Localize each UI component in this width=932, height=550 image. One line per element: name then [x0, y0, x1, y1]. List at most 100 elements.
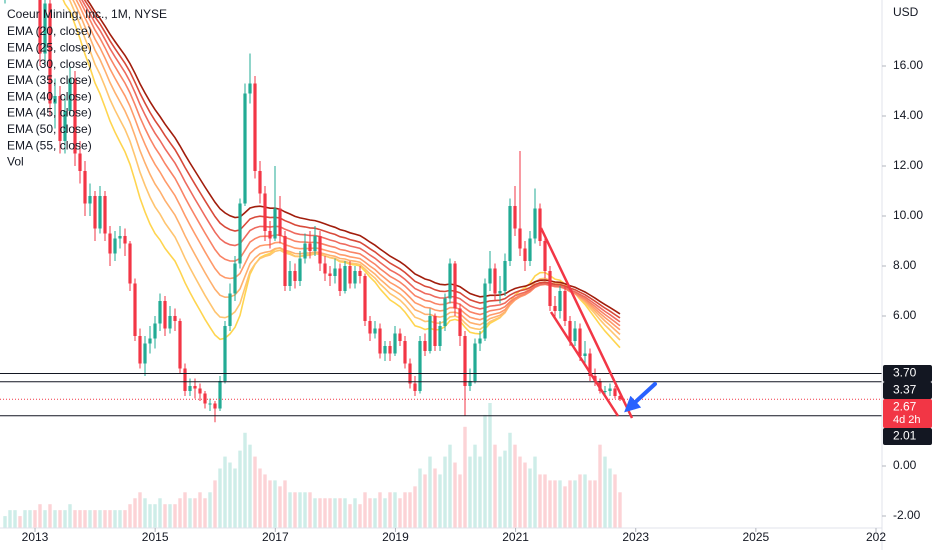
candle-body: [558, 291, 562, 311]
volume-bar: [583, 474, 587, 528]
legend-entry: EMA (45, close): [7, 106, 92, 120]
candle-body: [83, 171, 87, 204]
volume-bar: [73, 510, 77, 528]
volume-bar: [248, 444, 252, 528]
volume-bar: [353, 498, 357, 528]
volume-bar: [618, 492, 622, 528]
candle-body: [148, 338, 152, 344]
trend-line: [549, 311, 620, 417]
legend-entry: EMA (25, close): [7, 40, 92, 54]
candle-body: [613, 388, 617, 396]
candle-body: [138, 336, 142, 364]
price-label-box: [883, 428, 932, 445]
volume-bar: [568, 480, 572, 528]
y-tick-label: 14.00: [893, 108, 923, 122]
legend-entry: Vol: [7, 155, 24, 169]
volume-pane: [3, 403, 622, 528]
candle-body: [53, 96, 57, 104]
candle-body: [588, 353, 592, 376]
y-tick-label: 12.00: [893, 158, 923, 172]
volume-bar: [383, 498, 387, 528]
candle-body: [208, 403, 212, 405]
trend-line: [539, 227, 634, 419]
candle-body: [418, 341, 422, 391]
currency-label: USD: [893, 5, 919, 19]
candle-body: [243, 93, 247, 204]
volume-bar: [28, 510, 32, 528]
volume-bar: [48, 504, 52, 528]
volume-bar: [103, 510, 107, 528]
candle-body: [508, 206, 512, 261]
volume-bar: [333, 498, 337, 528]
volume-bar: [128, 504, 132, 528]
candle-body: [103, 196, 107, 234]
candle-body: [153, 323, 157, 339]
volume-bar: [238, 450, 242, 528]
ema-line: [81, 0, 621, 323]
volume-bar: [183, 492, 187, 528]
y-tick-label: 6.00: [893, 308, 917, 322]
volume-bar: [503, 450, 507, 528]
volume-bar: [328, 498, 332, 528]
volume-bar: [498, 456, 502, 528]
ema-line: [86, 0, 621, 315]
volume-bar: [523, 462, 527, 528]
volume-bar: [163, 504, 167, 528]
volume-bar: [198, 492, 202, 528]
candle-body: [353, 271, 357, 284]
volume-bar: [83, 510, 87, 528]
ema-line: [78, 0, 621, 327]
volume-bar: [118, 510, 122, 528]
volume-bar: [88, 510, 92, 528]
candle-body: [308, 243, 312, 251]
volume-bar: [533, 456, 537, 528]
volume-bar: [33, 510, 37, 528]
candle-body: [333, 268, 337, 276]
candle-body: [213, 403, 217, 409]
candle-body: [143, 343, 147, 364]
drawings: [539, 227, 657, 419]
candle-body: [328, 273, 332, 276]
legend: Coeur Mining, Inc., 1M, NYSE EMA (20, cl…: [7, 7, 167, 168]
volume-bar: [263, 474, 267, 528]
price-levels: [0, 373, 882, 417]
volume-bar: [518, 456, 522, 528]
y-tick-label: -2.00: [893, 508, 921, 522]
price-label: 3.70: [893, 366, 917, 380]
volume-bar: [573, 480, 577, 528]
candle-body: [343, 266, 347, 291]
volume-bar: [298, 492, 302, 528]
volume-bar: [178, 498, 182, 528]
legend-entry: EMA (35, close): [7, 73, 92, 87]
candles: [4, 0, 622, 423]
volume-bar: [528, 468, 532, 528]
arrow: [624, 382, 657, 413]
candle-body: [278, 208, 282, 236]
price-label: 2.67: [893, 400, 917, 414]
volume-bar: [338, 498, 342, 528]
candle-body: [358, 271, 362, 276]
candle-body: [108, 233, 112, 254]
volume-bar: [293, 492, 297, 528]
candle-body: [448, 263, 452, 299]
volume-bar: [143, 498, 147, 528]
volume-bar: [58, 510, 62, 528]
candle-body: [483, 283, 487, 339]
volume-bar: [553, 480, 557, 528]
volume-bar: [313, 498, 317, 528]
volume-bar: [18, 516, 22, 528]
candle-body: [363, 276, 367, 321]
volume-bar: [358, 504, 362, 528]
volume-bar: [603, 456, 607, 528]
price-label-box: [883, 382, 932, 399]
legend-entry: EMA (40, close): [7, 89, 92, 103]
candle-body: [608, 388, 612, 391]
candle-body: [58, 96, 62, 141]
candle-body: [203, 393, 207, 404]
candle-body: [563, 291, 567, 321]
candle-body: [458, 308, 462, 336]
x-tick-label: 2021: [502, 530, 529, 544]
volume-bar: [13, 510, 17, 528]
x-tick-label: 2013: [22, 530, 49, 544]
candle-body: [378, 328, 382, 354]
